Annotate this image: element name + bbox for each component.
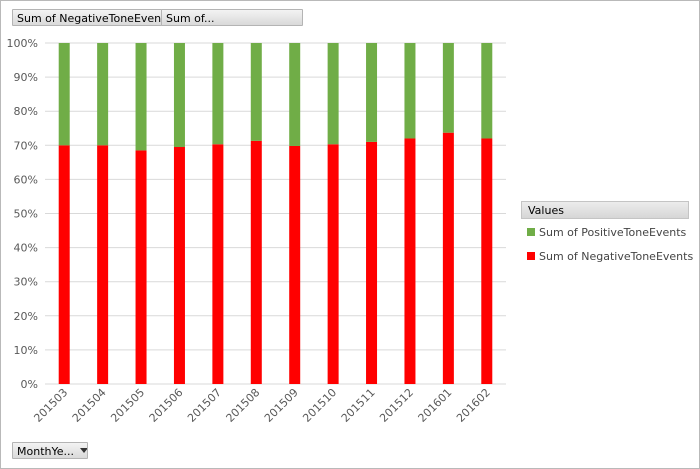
- bar-positive-201508[interactable]: [250, 43, 262, 141]
- y-axis-labels: 0% 10% 20% 30% 40% 50% 60% 70% 80% 90% 100%: [7, 37, 38, 391]
- bar-positive-201512[interactable]: [404, 43, 416, 139]
- bar-positive-201511[interactable]: [366, 43, 378, 142]
- bar-negative-201511[interactable]: [366, 141, 378, 384]
- bar-negative-201510[interactable]: [327, 144, 339, 384]
- x-tick-label: 201508: [224, 386, 263, 425]
- x-axis-labels: 201503 201504 201505 201506 201507 201508 2015…: [31, 386, 492, 425]
- x-tick-label: 201511: [339, 386, 378, 425]
- x-tick-label: 201512: [377, 386, 416, 425]
- bar-negative-201601[interactable]: [442, 132, 454, 384]
- y-tick-label: 70%: [14, 139, 38, 152]
- x-tick-label: 201503: [31, 386, 70, 425]
- legend-item-negative: Sum of NegativeToneEvents: [527, 250, 693, 263]
- bar-negative-201508[interactable]: [250, 140, 262, 384]
- y-tick-label: 100%: [7, 37, 38, 50]
- bar-negative-201507[interactable]: [212, 144, 224, 384]
- gridlines: [45, 42, 506, 385]
- bar-positive-201505[interactable]: [135, 43, 147, 151]
- bar-positive-201601[interactable]: [442, 43, 454, 133]
- bar-negative-201509[interactable]: [289, 145, 301, 384]
- bar-positive-201509[interactable]: [289, 43, 301, 146]
- x-tick-label: 201507: [185, 386, 224, 425]
- bar-negative-201505[interactable]: [135, 150, 147, 384]
- y-tick-label: 0%: [21, 378, 38, 391]
- x-tick-label: 201509: [262, 386, 301, 425]
- bar-positive-201506[interactable]: [173, 43, 185, 148]
- y-tick-label: 50%: [14, 208, 38, 221]
- x-tick-label: 201506: [147, 386, 186, 425]
- x-tick-label: 201601: [416, 386, 455, 425]
- legend-label-negative: Sum of NegativeToneEvents: [539, 250, 694, 263]
- x-tick-label: 201504: [70, 386, 109, 425]
- x-tick-label: 201602: [454, 386, 493, 425]
- bar-negative-201512[interactable]: [404, 138, 416, 384]
- x-tick-label: 201510: [300, 386, 339, 425]
- month-year-filter-button[interactable]: MonthYe...: [12, 442, 88, 459]
- bar-negative-201504[interactable]: [97, 145, 109, 384]
- legend-title: Values: [521, 201, 689, 219]
- month-year-filter-label: MonthYe...: [17, 445, 74, 458]
- y-tick-label: 30%: [14, 276, 38, 289]
- y-tick-label: 60%: [14, 173, 38, 186]
- bar-positive-201507[interactable]: [212, 43, 224, 145]
- legend-label-positive: Sum of PositiveToneEvents: [539, 226, 687, 239]
- y-tick-label: 20%: [14, 310, 38, 323]
- bar-positive-201503[interactable]: [58, 43, 70, 146]
- chevron-down-icon: [80, 448, 87, 453]
- legend-item-positive: Sum of PositiveToneEvents: [527, 226, 686, 239]
- bars: [58, 43, 493, 384]
- negative-field-button[interactable]: Sum of NegativeToneEvents: [12, 9, 162, 26]
- legend-swatch-positive: [527, 228, 535, 236]
- y-tick-label: 10%: [14, 344, 38, 357]
- bar-negative-201503[interactable]: [58, 145, 70, 384]
- bar-positive-201602[interactable]: [481, 43, 493, 139]
- x-tick-label: 201505: [108, 386, 147, 425]
- positive-field-button[interactable]: Sum of...: [161, 9, 303, 26]
- y-tick-label: 40%: [14, 242, 38, 255]
- y-tick-label: 90%: [14, 71, 38, 84]
- bar-positive-201510[interactable]: [327, 43, 339, 145]
- legend-swatch-negative: [527, 252, 535, 260]
- bar-negative-201602[interactable]: [481, 138, 493, 384]
- bar-positive-201504[interactable]: [97, 43, 109, 146]
- y-tick-label: 80%: [14, 105, 38, 118]
- bar-negative-201506[interactable]: [173, 147, 185, 384]
